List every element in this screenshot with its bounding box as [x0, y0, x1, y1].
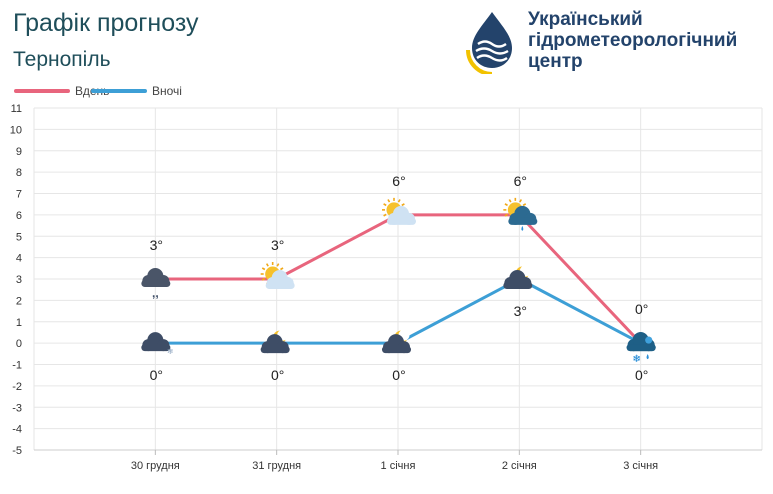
y-tick-label: -1: [12, 360, 22, 372]
y-tick-label: -3: [12, 402, 22, 414]
y-tick-label: 5: [16, 231, 22, 243]
day-temp-label: 3°: [150, 237, 163, 253]
legend-day-swatch: [14, 89, 70, 93]
page-title: Графік прогнозу: [13, 9, 199, 37]
night-temp-label: 0°: [271, 367, 284, 383]
cloud-snow-icon: ❄: [141, 332, 174, 356]
night-temp-label: 0°: [150, 367, 163, 383]
logo-line-1: Український: [528, 9, 643, 30]
city-name: Тернопіль: [13, 48, 111, 71]
y-tick-label: 6: [16, 210, 22, 222]
y-tick-label: 10: [10, 124, 22, 136]
logo-text: Український гідрометеорологічний центр: [528, 9, 737, 72]
y-tick-label: 7: [16, 189, 22, 201]
night-temp-label: 0°: [635, 367, 648, 383]
x-tick-label: 1 січня: [381, 460, 416, 472]
y-tick-label: 4: [16, 253, 22, 265]
cloud-drizzle-icon: ,,: [141, 268, 171, 300]
day-temp-label: 6°: [514, 173, 527, 189]
svg-text:❄: ❄: [632, 354, 640, 365]
day-temp-label: 3°: [271, 237, 284, 253]
sun-cloud-rain-icon: [503, 197, 538, 231]
y-tick-label: 2: [16, 295, 22, 307]
x-tick-label: 3 січня: [623, 460, 658, 472]
sun-cloud-icon: [382, 197, 416, 225]
sun-cloud-icon: [260, 262, 295, 289]
cloud-snow-rain-icon: ❄: [626, 332, 656, 365]
svg-text:,,: ,,: [152, 286, 159, 300]
y-tick-label: 3: [16, 274, 22, 286]
day-temp-label: 0°: [635, 301, 648, 317]
moon-cloud-icon: [382, 329, 411, 354]
moon-cloud-icon: [260, 329, 290, 354]
y-tick-label: 9: [16, 146, 22, 158]
legend-night-swatch: [91, 89, 147, 93]
x-tick-label: 30 грудня: [131, 460, 180, 472]
svg-text:❄: ❄: [632, 354, 640, 365]
logo-line-3: центр: [528, 51, 583, 72]
logo-line-2: гідрометеорологічний: [528, 30, 738, 51]
y-tick-label: 11: [11, 103, 22, 115]
night-temp-label: 3°: [514, 303, 527, 319]
legend-night-label: Вночі: [152, 84, 182, 98]
y-tick-label: 0: [16, 338, 22, 350]
x-tick-label: 2 січня: [502, 460, 537, 472]
x-tick-label: 31 грудня: [252, 460, 301, 472]
moon-cloud-icon: [503, 265, 533, 289]
y-tick-label: -4: [12, 424, 22, 436]
y-tick-label: 1: [16, 317, 22, 329]
night-temp-label: 0°: [392, 367, 405, 383]
legend-night[interactable]: Вночі: [91, 84, 182, 98]
y-tick-label: -2: [12, 381, 22, 393]
hydrometeo-logo-icon: [466, 12, 512, 74]
y-tick-label: -5: [12, 445, 22, 457]
y-tick-label: 8: [16, 167, 22, 179]
day-temp-label: 6°: [392, 173, 405, 189]
svg-text:❄: ❄: [167, 347, 174, 356]
